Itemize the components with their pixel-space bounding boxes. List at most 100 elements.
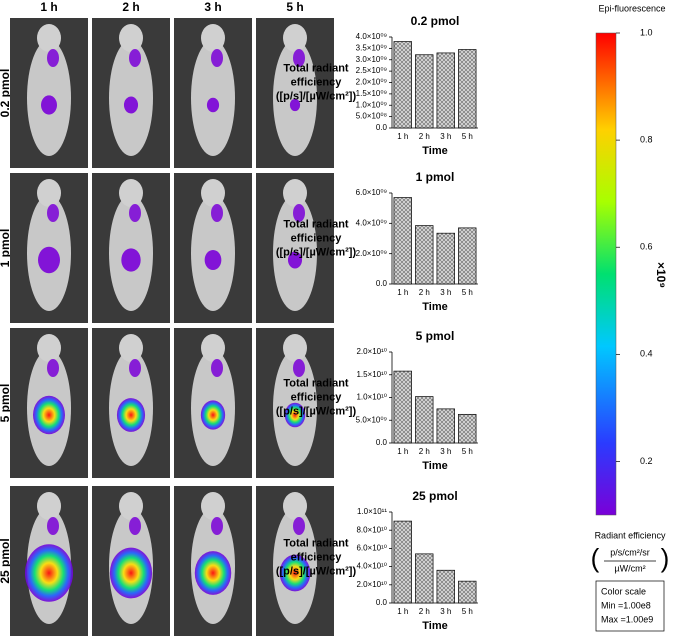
unit-numerator: p/s/cm²/sr xyxy=(610,547,650,557)
signal xyxy=(47,49,59,67)
y-tick-label: 0.0 xyxy=(376,279,388,288)
bar xyxy=(415,553,434,604)
y-tick-label: 4.0×10⁰⁹ xyxy=(356,218,387,227)
y-axis-label: ([p/s]/[µW/cm²]) xyxy=(276,405,357,417)
column-label: 2 h xyxy=(122,0,139,14)
x-tick-label: 5 h xyxy=(462,607,473,616)
x-tick-label: 5 h xyxy=(462,132,473,141)
bar xyxy=(458,580,477,604)
y-tick-label: 1.0×10⁰⁹ xyxy=(356,100,387,109)
y-axis-label: ([p/s]/[µW/cm²]) xyxy=(276,565,357,577)
signal xyxy=(47,517,59,535)
chart-title: 0.2 pmol xyxy=(411,14,460,28)
x-tick-label: 5 h xyxy=(462,447,473,456)
mouse-head xyxy=(37,334,61,362)
mouse-head xyxy=(37,179,61,207)
y-tick-label: 0.0 xyxy=(376,438,388,447)
x-tick-label: 2 h xyxy=(419,132,430,141)
mouse-head xyxy=(283,179,307,207)
bar xyxy=(393,197,412,285)
colorbar-tick-label: 0.4 xyxy=(640,349,653,359)
x-axis-label: Time xyxy=(422,460,447,472)
signal xyxy=(116,398,146,432)
scale-box xyxy=(595,580,665,632)
signal xyxy=(279,554,311,592)
colorbar: Epi-fluorescence ×10⁹ Radiant efficiency… xyxy=(591,3,670,632)
row-label: 0.2 pmol xyxy=(0,69,12,118)
x-axis-label: Time xyxy=(422,301,447,313)
signal xyxy=(41,95,57,115)
signal xyxy=(129,49,141,67)
mouse-image xyxy=(256,328,334,478)
x-tick-label: 2 h xyxy=(419,607,430,616)
colorbar-label: Radiant efficiency xyxy=(595,530,666,540)
colorbar-multiplier: ×10⁹ xyxy=(654,262,668,288)
bar xyxy=(458,227,477,285)
signal xyxy=(129,517,141,535)
y-tick-label: 0.0 xyxy=(376,123,388,132)
x-tick-label: 5 h xyxy=(462,288,473,297)
y-axis-label: efficiency xyxy=(291,551,343,563)
signal xyxy=(25,544,73,602)
bar xyxy=(436,232,455,285)
paren: ) xyxy=(661,543,670,573)
column-label: 1 h xyxy=(40,0,57,14)
x-tick-label: 1 h xyxy=(397,447,408,456)
column-label: 5 h xyxy=(286,0,303,14)
x-tick-label: 1 h xyxy=(397,132,408,141)
signal xyxy=(33,395,65,435)
mouse-head xyxy=(283,492,307,520)
x-tick-label: 3 h xyxy=(440,447,451,456)
y-axis-label: ([p/s]/[µW/cm²]) xyxy=(276,246,357,258)
x-axis-label: Time xyxy=(422,145,447,157)
y-axis-label: Total radiant xyxy=(283,218,349,230)
bar xyxy=(458,49,477,129)
y-tick-label: 5.0×10⁰⁸ xyxy=(356,112,387,121)
signal xyxy=(194,551,232,595)
row-label: 25 pmol xyxy=(0,538,12,583)
mouse-image xyxy=(174,486,252,636)
y-tick-label: 2.0×10¹⁰ xyxy=(356,347,387,356)
x-tick-label: 1 h xyxy=(397,607,408,616)
chart-title: 5 pmol xyxy=(416,329,455,343)
signal xyxy=(211,517,223,535)
y-tick-label: 6.0×10¹⁰ xyxy=(356,544,387,553)
y-tick-label: 6.0×10⁰⁹ xyxy=(356,188,387,197)
bar xyxy=(393,520,412,604)
mouse-head xyxy=(119,334,143,362)
chart-title: 1 pmol xyxy=(416,170,455,184)
mouse-image xyxy=(92,328,170,478)
mouse-head xyxy=(119,492,143,520)
signal xyxy=(129,359,141,377)
signal xyxy=(287,251,303,269)
y-tick-label: 4.0×10⁰⁹ xyxy=(356,32,387,41)
signal xyxy=(293,359,305,377)
mouse-image xyxy=(256,486,334,636)
y-tick-label: 4.0×10¹⁰ xyxy=(356,562,387,571)
scale-title: Color scale xyxy=(601,586,646,596)
y-axis-label: efficiency xyxy=(291,232,343,244)
signal xyxy=(38,246,60,274)
y-tick-label: 8.0×10¹⁰ xyxy=(356,525,387,534)
signal xyxy=(206,97,220,113)
signal xyxy=(284,402,306,428)
mouse-image xyxy=(92,18,170,168)
y-tick-label: 1.5×10¹⁰ xyxy=(356,370,387,379)
y-tick-label: 3.5×10⁰⁹ xyxy=(356,43,387,52)
x-tick-label: 2 h xyxy=(419,288,430,297)
mouse-head xyxy=(119,179,143,207)
y-tick-label: 1.0×10¹¹ xyxy=(357,507,387,516)
unit-denominator: µW/cm² xyxy=(614,563,645,573)
signal xyxy=(289,98,301,112)
x-tick-label: 3 h xyxy=(440,607,451,616)
bar xyxy=(458,413,477,444)
bar xyxy=(415,225,434,285)
signal xyxy=(121,248,141,272)
colorbar-gradient xyxy=(595,32,617,516)
bar xyxy=(393,41,412,129)
signal xyxy=(211,49,223,67)
mouse-image xyxy=(10,18,88,168)
paren: ( xyxy=(591,543,600,573)
x-axis-label: Time xyxy=(422,620,447,632)
